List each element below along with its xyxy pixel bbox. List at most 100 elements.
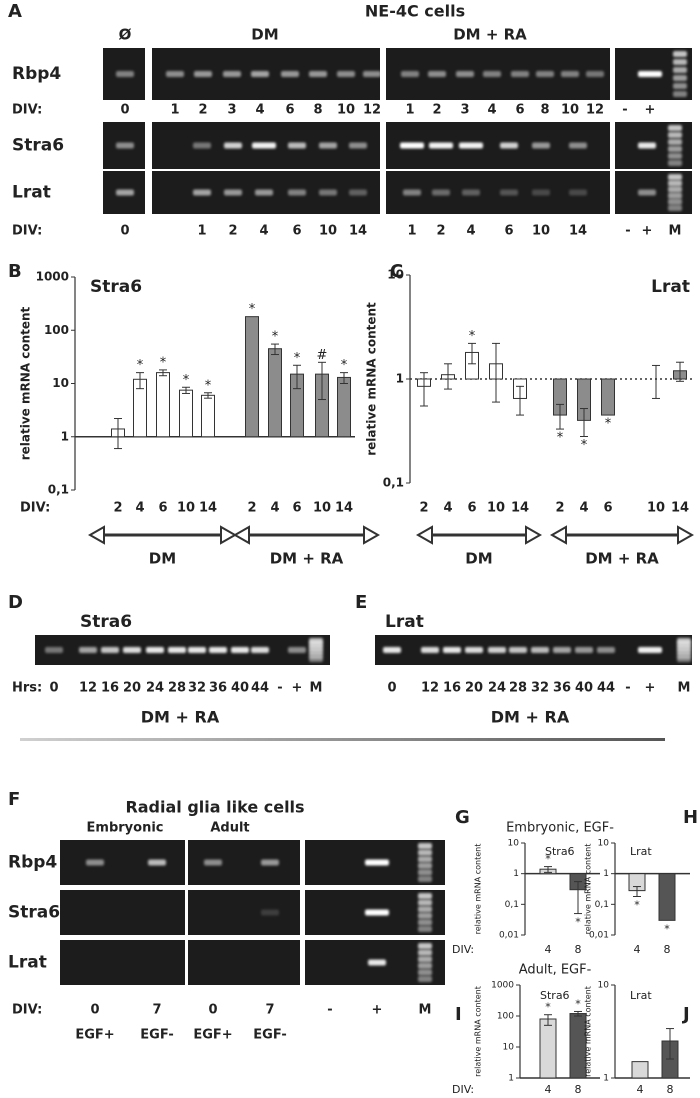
gel-band: [79, 647, 97, 653]
gel-band: [432, 189, 450, 196]
gel-band: [224, 142, 242, 149]
significance-mark: #: [317, 348, 328, 363]
gel-band: [418, 926, 432, 932]
lane-label: -: [625, 224, 630, 239]
panel-letter: G: [455, 807, 470, 828]
significance-mark: *: [183, 373, 190, 388]
lane-label: 28: [168, 681, 186, 696]
gel-band: [569, 189, 587, 196]
y-tick-label: 0,1: [48, 483, 69, 497]
gel-band: [204, 859, 222, 866]
lane-label: 0: [387, 681, 396, 696]
lane-label: M: [419, 1003, 432, 1018]
gel-band: [368, 959, 386, 966]
lane-label: 20: [123, 681, 141, 696]
row-label: Lrat: [12, 183, 51, 203]
lane-label: 32: [188, 681, 206, 696]
y-tick-label: 1000: [36, 270, 69, 284]
lane-label: 12: [586, 103, 604, 118]
gel-band: [188, 647, 206, 653]
panel-letter: A: [8, 1, 22, 22]
gel-band: [532, 189, 550, 196]
lane-label: 28: [509, 681, 527, 696]
x-tick-label: 10: [177, 501, 195, 516]
gel-band: [146, 647, 164, 653]
lane-label: 0: [208, 1003, 217, 1018]
lane-label: M: [310, 681, 323, 696]
lane-label: -: [277, 681, 282, 696]
lane-label: 44: [251, 681, 269, 696]
lane-label: 44: [597, 681, 615, 696]
bar: [179, 389, 193, 438]
lane-label: 0: [120, 103, 129, 118]
group-label: DM: [465, 550, 492, 568]
lane-label: 1: [197, 224, 206, 239]
gel-band: [309, 71, 327, 77]
panel-letter: D: [8, 592, 23, 613]
bar: [658, 873, 676, 921]
gel-band: [488, 647, 506, 653]
lane-label: 10: [337, 103, 355, 118]
lane-label: 7: [152, 1003, 161, 1018]
group-label: DM: [149, 550, 176, 568]
gel-band: [443, 647, 461, 653]
lane-label: 36: [209, 681, 227, 696]
lane-label: 7: [265, 1003, 274, 1018]
y-axis-label: relative mRNA content: [474, 844, 483, 935]
group-label: DM + RA: [270, 550, 344, 568]
x-tick-label: 6: [292, 501, 301, 516]
panel-letter: F: [8, 789, 20, 810]
lane-label: 4: [466, 224, 475, 239]
gel-band: [288, 142, 306, 149]
significance-mark: *: [160, 355, 167, 370]
gel-band: [668, 132, 682, 138]
gel-band: [319, 142, 337, 149]
gel-header: DM + RA: [453, 26, 527, 44]
treatment-label: EGF+: [75, 1028, 114, 1043]
gel-lane-box: [188, 890, 300, 935]
gel-band: [418, 976, 432, 982]
y-tick-label: 10: [503, 1043, 515, 1053]
gel-band: [383, 647, 401, 653]
gel-band: [418, 899, 432, 906]
lane-label: -: [327, 1003, 332, 1018]
y-tick-label: 10: [387, 268, 404, 282]
gel-lane-box: [60, 890, 185, 935]
panel-letter: J: [681, 1004, 690, 1025]
arrow-head: [549, 525, 567, 545]
gel-band: [363, 71, 381, 77]
panel-letter: H: [683, 807, 698, 828]
x-tick-label: 6: [158, 501, 167, 516]
gel-band: [288, 647, 306, 653]
gel-lane-box: [188, 940, 300, 985]
x-tick-label: 14: [511, 501, 529, 516]
arrow-head: [525, 525, 543, 545]
gel-band: [261, 909, 279, 916]
gel-band: [224, 189, 242, 196]
chart-title: Lrat: [630, 989, 652, 1002]
gel-band: [668, 153, 682, 159]
lane-label: 4: [255, 103, 264, 118]
x-tick-label: 4: [545, 1083, 552, 1096]
lane-label: 40: [231, 681, 249, 696]
y-tick-label: 1: [513, 869, 519, 879]
arrow-head: [87, 525, 105, 545]
lane-label: 6: [292, 224, 301, 239]
gel-band: [418, 856, 432, 863]
y-tick-label: 10: [508, 839, 520, 849]
treatment-label: EGF-: [140, 1028, 173, 1043]
y-tick-label: 0,1: [505, 900, 519, 910]
lane-label: 14: [569, 224, 587, 239]
lane-label: 4: [487, 103, 496, 118]
gel-band: [465, 647, 483, 653]
gel-band: [365, 859, 389, 866]
lane-label: 10: [532, 224, 550, 239]
lane-label: 20: [465, 681, 483, 696]
gel-header: Embryonic: [87, 821, 164, 836]
gel-band: [638, 189, 656, 196]
lane-label: M: [678, 681, 691, 696]
gel-band: [101, 647, 119, 653]
gel-band: [483, 71, 501, 77]
lane-label: +: [645, 681, 656, 696]
lane-label: 12: [363, 103, 381, 118]
